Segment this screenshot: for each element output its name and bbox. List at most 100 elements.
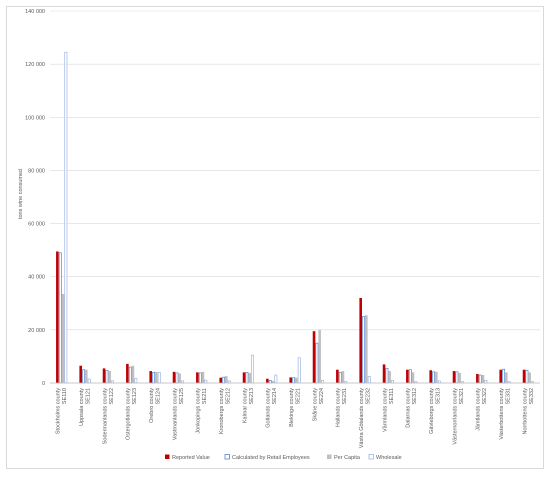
x-tick-label: Norrbottens countySE332 [522, 388, 535, 435]
bar [411, 372, 415, 383]
bar [359, 297, 362, 383]
y-tick-label: 140 000 [25, 9, 45, 15]
x-tick-label: Ostergotlands countySE123 [126, 388, 138, 440]
y-tick-label: 60 000 [28, 222, 45, 228]
x-tick-label: Gävleborgs countySE313 [429, 388, 442, 434]
bar-chart: 0 20 000 40 000 60 000 80 000 100 000 120 000 1… [18, 9, 540, 461]
bar [481, 375, 485, 383]
bars [56, 51, 534, 384]
bar [382, 364, 386, 383]
x-axis: Stockholms countySE110 Uppsala countySE12… [50, 382, 540, 448]
bar [157, 372, 161, 384]
x-tick-label: Gotlands countySE214 [266, 388, 279, 428]
y-tick-label: 120 000 [25, 62, 45, 68]
x-tick-label: Stockholms countySE110 [56, 388, 69, 434]
bar [102, 368, 106, 383]
gridlines [50, 10, 540, 384]
x-tick-label: Orebro countySE124 [149, 388, 162, 423]
bar [87, 378, 91, 384]
bar [271, 380, 275, 383]
x-tick-label: Västerbottens countySE331 [499, 388, 512, 440]
x-tick-label: Blekinge countySE221 [289, 388, 302, 427]
bar [105, 369, 109, 384]
bar [312, 331, 316, 383]
bar [289, 377, 292, 383]
bar [61, 293, 65, 383]
bar [196, 372, 199, 383]
legend-swatch [327, 454, 332, 459]
bar [429, 370, 432, 383]
legend-swatch [165, 454, 170, 459]
bar [499, 369, 502, 383]
bar [175, 372, 179, 384]
bar [178, 373, 181, 383]
y-tick-label: 100 000 [25, 115, 45, 121]
y-tick-label: 20 000 [28, 328, 45, 334]
bar [522, 369, 526, 383]
bar [525, 369, 529, 384]
bar [388, 371, 391, 383]
x-tick-label: Kalmar countySE213 [242, 388, 255, 423]
bar [85, 369, 88, 383]
x-tick-label: Skåne countySE224 [311, 388, 325, 422]
chart-frame: 0 20 000 40 000 60 000 80 000 100 000 120 000 1… [6, 6, 544, 469]
bar [385, 368, 389, 384]
bar [336, 369, 339, 383]
bar [245, 372, 249, 384]
bar [82, 369, 85, 384]
bar [338, 372, 342, 384]
bar [476, 373, 479, 383]
bar [131, 365, 135, 383]
bar [79, 365, 82, 383]
bar [204, 379, 208, 384]
bar [274, 374, 278, 384]
bar [341, 371, 345, 383]
x-tick-label: Värmlands countySE311 [382, 388, 395, 432]
bar [134, 378, 138, 384]
bar [172, 371, 176, 383]
y-tick-label: 40 000 [28, 275, 45, 281]
bar [201, 371, 205, 383]
bar [297, 357, 301, 384]
bar [266, 378, 269, 383]
bar [455, 371, 459, 384]
legend-label: Calculated by Retail Employees [232, 455, 310, 461]
bar [367, 376, 371, 384]
bar [292, 377, 295, 384]
x-tick-label: Västra Götalands countySE232 [359, 388, 372, 448]
bar [408, 369, 412, 384]
bar [295, 377, 298, 383]
bar [435, 371, 438, 383]
bar [222, 376, 225, 384]
x-tick-label: Dalarnas countySE312 [406, 388, 419, 428]
bar [56, 251, 59, 383]
bar [315, 342, 319, 384]
bar [225, 376, 228, 383]
legend-swatch [224, 454, 230, 460]
bar [219, 377, 222, 383]
bar [458, 372, 461, 383]
y-tick-label: 0 [42, 381, 45, 387]
bar [318, 329, 321, 383]
bar [248, 372, 251, 383]
bar [251, 354, 254, 384]
bar [58, 252, 62, 384]
bar [452, 371, 456, 383]
x-tick-label: Sodermanlands countySE122 [102, 388, 115, 445]
legend-swatch [368, 454, 374, 460]
bar [108, 371, 111, 383]
bar [64, 51, 68, 384]
bar [528, 372, 531, 383]
x-tick-label: Vastmanlands countySE125 [172, 388, 185, 440]
x-tick-label: Jämtlands countySE322 [476, 388, 489, 431]
legend-label: Reported Value [172, 455, 210, 461]
bar [128, 366, 132, 384]
bar [126, 363, 129, 383]
x-tick-label: Västernorrlands countySE321 [452, 388, 465, 445]
bar [432, 371, 435, 384]
x-tick-label: Hallands countySE231 [336, 388, 349, 427]
bar [155, 371, 158, 383]
bar [505, 372, 508, 383]
bar [478, 374, 482, 384]
bar [198, 372, 202, 384]
